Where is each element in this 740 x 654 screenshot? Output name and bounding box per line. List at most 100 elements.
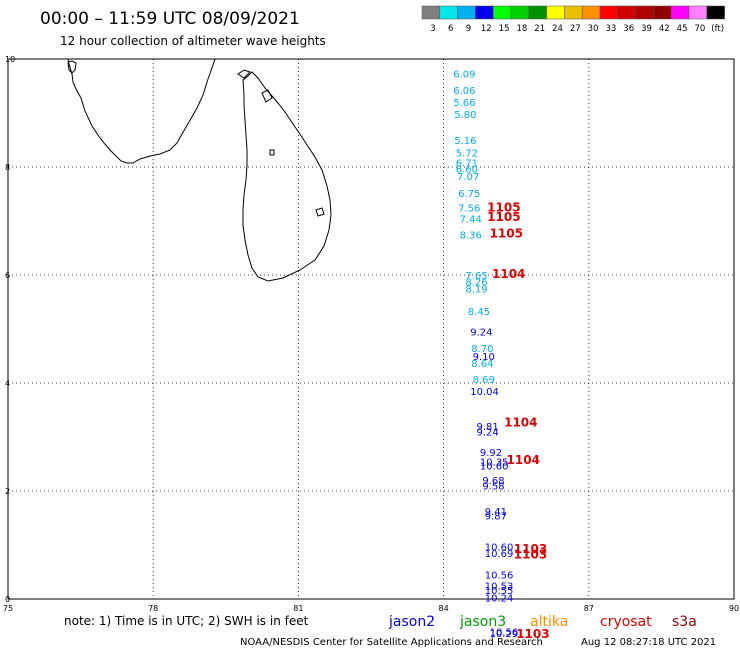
wave-height-value: 9.81 (477, 422, 499, 433)
wave-height-value: 10.24 (485, 593, 514, 604)
wave-height-value: 10.60 (480, 462, 509, 473)
lat-tick-label: 8 (5, 163, 10, 172)
wave-height-value: 9.92 (480, 448, 502, 459)
pass-number: 1103 (514, 542, 547, 556)
wave-height-value: 6.75 (458, 189, 480, 200)
legend-label: 42 (659, 24, 670, 34)
wave-height-value: 8.45 (468, 307, 490, 318)
wave-height-observations: 6.09 6.065.665.80 5.165.726.716.607.07 6.75… (453, 70, 518, 640)
map-subtitle: 12 hour collection of altimeter wave hei… (60, 34, 326, 48)
wave-height-value: 10.53 (485, 582, 514, 593)
wave-height-value: 10.55 (485, 586, 514, 597)
wave-height-value: 9.68 (482, 476, 504, 487)
coastline-india (67, 58, 216, 164)
legend-label: 27 (570, 24, 581, 34)
legend-swatch (581, 5, 601, 20)
legend-swatch (510, 5, 530, 20)
pass-number: 1104 (492, 267, 525, 281)
lon-tick-label: 78 (148, 604, 158, 613)
legend-swatch (599, 5, 619, 20)
wave-height-value: 10.69 (485, 549, 514, 560)
pass-number: 1105 (487, 201, 520, 215)
wave-height-value: 10.56 (485, 571, 514, 582)
lon-tick-label: 87 (584, 604, 594, 613)
legend-label: 39 (641, 24, 652, 34)
legend-swatch (564, 5, 583, 20)
wave-height-value: 9.24 (470, 328, 492, 339)
legend-swatch (617, 5, 636, 20)
wave-height-value: 5.72 (456, 148, 478, 159)
legend-label: 6 (448, 24, 453, 34)
legend-label: 36 (623, 24, 634, 34)
footer-credit: NOAA/NESDIS Center for Satellite Applica… (240, 637, 543, 648)
lon-tick-label: 81 (293, 604, 303, 613)
wave-height-value: 5.80 (454, 110, 476, 121)
lon-tick-label: 84 (439, 604, 449, 613)
satellite-name: cryosat (600, 614, 652, 630)
pass-number: 1103 (514, 548, 547, 562)
lat-tick-label: 0 (5, 595, 10, 604)
legend-swatch (688, 5, 708, 20)
wave-height-value: 9.10 (473, 352, 495, 363)
wave-height-value: 10.35 (480, 457, 509, 468)
legend-label: 33 (605, 24, 616, 34)
pass-number: 1104 (507, 453, 540, 467)
legend-swatch (653, 5, 672, 20)
lat-tick-label: 6 (5, 271, 10, 280)
wave-height-value: 10.04 (470, 387, 499, 398)
wave-height-value: 6.09 (453, 70, 475, 81)
coastline-sri-lanka (237, 69, 332, 282)
wave-height-value: 6.71 (456, 159, 478, 170)
wave-height-value: 9.24 (477, 428, 499, 439)
legend-label: 18 (516, 24, 527, 34)
legend-swatch (492, 5, 512, 20)
lon-tick-label: 75 (3, 604, 13, 613)
legend-swatch (457, 5, 476, 20)
lon-tick-label: 90 (729, 604, 739, 613)
pass-number: 1104 (504, 415, 537, 429)
legend-swatch (706, 5, 725, 20)
wave-height-value: 8.26 (465, 277, 487, 288)
footer-note: note: 1) Time is in UTC; 2) SWH is in fe… (64, 614, 309, 628)
legend-swatch (439, 5, 458, 20)
wave-height-value: 7.44 (460, 214, 482, 225)
satellite-name: s3a (672, 614, 697, 630)
lat-tick-label: 10 (5, 55, 15, 64)
legend-label: (ft) (711, 24, 724, 34)
legend-label: 70 (694, 24, 705, 34)
legend-swatch (421, 5, 441, 20)
wave-height-value: 9.87 (485, 511, 507, 522)
wave-height-value: 9.58 (482, 482, 504, 493)
legend-label: 24 (552, 24, 563, 34)
legend-swatch (670, 5, 690, 20)
legend-swatch (635, 5, 654, 20)
wave-height-legend: 3 6 9 12 15 18 21 24 27 30 33 36 39 42 45 70 (ft) (421, 5, 725, 34)
lat-tick-label: 2 (5, 487, 10, 496)
satellite-name: altika (530, 614, 568, 630)
legend-label: 9 (466, 24, 471, 34)
pass-number: 1103 (516, 627, 549, 641)
wave-height-value: 5.16 (454, 136, 476, 147)
map-frame (7, 58, 735, 600)
wave-height-value: 8.69 (473, 375, 495, 386)
wave-height-value: 7.65 (465, 271, 487, 282)
lat-tick-label: 4 (5, 379, 10, 388)
wave-height-value: 9.41 (485, 507, 507, 518)
legend-swatch (546, 5, 565, 20)
wave-height-value: 6.60 (456, 165, 478, 176)
wave-height-value: 10.60 (485, 543, 514, 554)
satellite-name: jason2 (388, 614, 435, 630)
wave-height-value: 10.56 (490, 627, 519, 638)
legend-swatch (475, 5, 494, 20)
footer-timestamp: Aug 12 08:27:18 UTC 2021 (581, 637, 716, 648)
wave-height-value: 8.64 (471, 359, 493, 370)
legend-label: 45 (677, 24, 688, 34)
wave-height-value: 8.19 (465, 285, 487, 296)
map-axis-ticks: 75 78 81 84 87 90 0 2 4 6 8 10 (3, 55, 739, 613)
pass-number: 1105 (490, 226, 523, 240)
pass-number: 1105 (487, 210, 520, 224)
satellite-name: jason3 (459, 614, 506, 630)
wave-height-value: 10.29 (490, 629, 519, 640)
